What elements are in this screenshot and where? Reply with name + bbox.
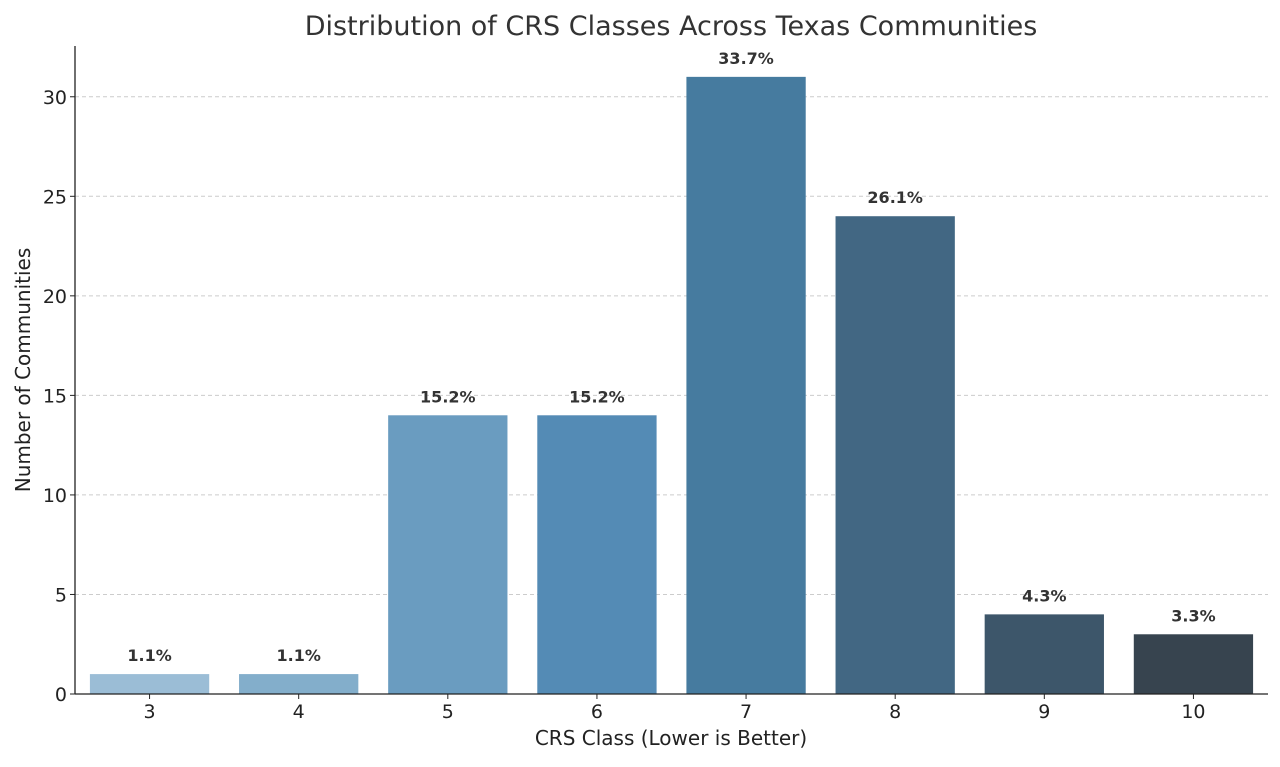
gridlines — [75, 96, 1268, 595]
x-tick-label: 8 — [889, 701, 901, 723]
bar-4 — [239, 674, 359, 694]
y-tick-label: 10 — [43, 485, 67, 507]
chart-title: Distribution of CRS Classes Across Texas… — [305, 11, 1038, 42]
y-tick-label: 5 — [55, 584, 67, 606]
y-tick-label: 0 — [55, 684, 67, 706]
x-tick-label: 6 — [591, 701, 603, 723]
x-tick-label: 3 — [144, 701, 156, 723]
y-tick-label: 30 — [43, 87, 67, 109]
bar-7 — [686, 76, 806, 695]
data-label: 1.1% — [277, 646, 321, 665]
data-labels: 1.1% 1.1% 15.2% 15.2% 33.7% 26.1% 4.3% 3.3% — [127, 49, 1215, 665]
data-label: 33.7% — [718, 49, 774, 68]
data-label: 3.3% — [1171, 606, 1215, 625]
x-tick-label: 4 — [293, 701, 305, 723]
data-label: 4.3% — [1022, 586, 1066, 605]
data-label: 1.1% — [127, 646, 171, 665]
data-label: 15.2% — [420, 387, 476, 406]
data-label: 15.2% — [569, 387, 625, 406]
bar-10 — [1133, 634, 1254, 694]
y-tick-label: 25 — [43, 186, 67, 208]
data-label: 26.1% — [867, 188, 923, 207]
y-tick-labels: 0 5 10 15 20 25 30 — [43, 87, 75, 706]
x-tick-label: 7 — [740, 701, 752, 723]
y-axis-label: Number of Communities — [11, 248, 35, 493]
x-tick-label: 9 — [1038, 701, 1050, 723]
y-tick-label: 20 — [43, 286, 67, 308]
bar-5 — [388, 415, 508, 694]
x-tick-label: 10 — [1181, 701, 1205, 723]
bars — [89, 76, 1254, 695]
bar-3 — [89, 674, 210, 694]
y-tick-label: 15 — [43, 385, 67, 407]
x-tick-label: 5 — [442, 701, 454, 723]
bar-8 — [835, 216, 955, 694]
bar-6 — [537, 415, 657, 694]
bar-9 — [984, 614, 1104, 694]
x-tick-labels: 3 4 5 6 7 8 9 10 — [144, 694, 1206, 723]
x-axis-label: CRS Class (Lower is Better) — [535, 726, 807, 750]
